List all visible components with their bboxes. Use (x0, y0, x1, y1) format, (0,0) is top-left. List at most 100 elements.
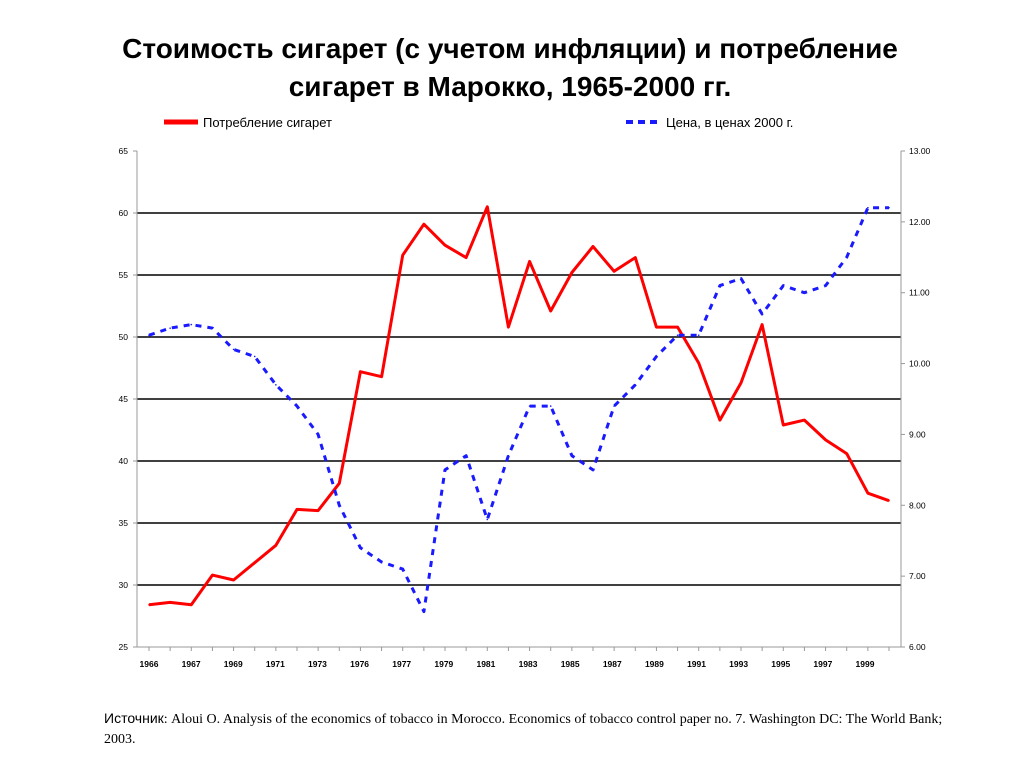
consumption-data-point (867, 492, 869, 495)
price-data-point (359, 547, 362, 549)
price-data-point (190, 323, 193, 326)
consumption-data-point (655, 326, 658, 328)
y-right-tick-label: 11.00 (909, 288, 930, 298)
price-data-point (761, 313, 763, 315)
price-series-line (148, 206, 889, 614)
x-tick-label: 1989 (645, 659, 664, 669)
consumption-data-point (782, 424, 785, 426)
y-right-tick-label: 7.00 (909, 571, 926, 581)
price-data-point (211, 327, 214, 329)
source-text: : Aloui O. Analysis of the economics of … (104, 712, 943, 747)
consumption-data-point (613, 270, 615, 273)
consumption-data-point (634, 256, 637, 259)
consumption-data-point (549, 310, 552, 312)
price-data-point (401, 568, 404, 570)
consumption-data-point (740, 382, 742, 384)
consumption-data-point (296, 508, 298, 511)
price-data-point (423, 610, 425, 613)
price-data-point (824, 284, 827, 287)
y-right-tick-label: 9.00 (909, 429, 926, 439)
consumption-data-point (253, 561, 256, 564)
y-left-tick-label: 25 (119, 642, 129, 652)
x-tick-label: 1969 (224, 659, 243, 669)
legend-label-consumption: Потребление сигарет (203, 115, 332, 130)
price-data-point (655, 355, 658, 358)
source-label: Источник (104, 710, 164, 726)
consumption-data-point (317, 509, 319, 512)
price-data-point (592, 469, 594, 471)
source-citation: Источник: Aloui O. Analysis of the econo… (104, 708, 964, 750)
slide-title-line-1: Стоимость сигарет (с учетом инфляции) и … (122, 33, 898, 64)
consumption-data-point (465, 256, 467, 259)
consumption-data-point (423, 223, 425, 225)
chart-container: 25 30 35 40 45 50 55 60 65 6.00 7.00 8.00 9.00 10.00 1… (100, 106, 960, 686)
x-tick-label: 1966 (140, 659, 159, 669)
consumption-data-point (888, 499, 890, 502)
legend: Потребление сигарет Цена, в ценах 2000 г. (164, 115, 793, 130)
x-tick-label: 1995 (771, 659, 790, 669)
consumption-data-point (380, 375, 383, 378)
consumption-data-point (401, 254, 404, 256)
price-data-point (719, 284, 721, 287)
consumption-data-point (803, 419, 806, 421)
y-right-tick-label: 13.00 (909, 146, 931, 156)
y-left-tick-label: 45 (119, 394, 129, 404)
price-data-point (169, 327, 171, 329)
consumption-data-point (190, 604, 193, 606)
price-data-point (845, 256, 848, 259)
consumption-data-point (275, 544, 277, 547)
consumption-data-point (719, 419, 721, 421)
consumption-data-point (169, 601, 171, 604)
price-data-point (380, 561, 383, 563)
price-data-point (465, 454, 467, 457)
x-tick-label: 1983 (519, 659, 538, 669)
price-data-point (613, 405, 615, 407)
y-left-tick-label: 65 (119, 146, 129, 156)
price-data-point (507, 454, 510, 457)
x-tick-label: 1973 (308, 659, 327, 669)
price-data-point (148, 334, 150, 337)
y-left-tick-label: 55 (119, 270, 129, 280)
consumption-data-point (211, 574, 214, 576)
price-data-point (253, 355, 256, 358)
consumption-data-point (845, 452, 848, 455)
price-data-point (275, 384, 277, 386)
consumption-data-point (697, 362, 700, 364)
x-tick-label: 1976 (350, 659, 369, 669)
legend-label-price: Цена, в ценах 2000 г. (666, 115, 793, 130)
price-data-point (338, 504, 341, 507)
chart-background (100, 106, 943, 684)
y-left-tick-label: 50 (119, 332, 129, 342)
price-data-point (549, 405, 552, 407)
price-data-point (317, 433, 319, 436)
price-data-point (232, 348, 235, 351)
price-data-point (634, 384, 637, 386)
consumption-data-point (761, 323, 763, 326)
y-right-tick-label: 10.00 (909, 359, 931, 369)
x-tick-label: 1999 (856, 659, 875, 669)
x-tick-label: 1981 (476, 659, 495, 669)
consumption-data-point (528, 260, 531, 263)
price-data-point (296, 405, 298, 407)
x-tick-label: 1987 (603, 659, 622, 669)
y-left-tick-label: 35 (119, 518, 129, 528)
x-tick-label: 1977 (392, 659, 411, 669)
consumption-data-point (486, 206, 489, 208)
price-data-point (782, 284, 785, 287)
price-data-point (571, 454, 573, 457)
y-left-tick-label: 40 (119, 456, 129, 466)
consumption-data-point (507, 326, 510, 328)
x-tick-label: 1979 (434, 659, 453, 669)
grid-layer (137, 212, 901, 586)
y-left-tick-label: 30 (119, 580, 129, 590)
price-data-point (676, 334, 679, 337)
consumption-data-point (592, 245, 594, 248)
x-tick-label: 1971 (266, 659, 285, 669)
x-tick-label: 1991 (687, 659, 706, 669)
y-left-tick-label: 60 (119, 208, 129, 218)
y-right-tick-label: 6.00 (909, 642, 926, 652)
consumption-data-point (571, 271, 573, 274)
consumption-data-point (338, 482, 341, 485)
x-tick-label: 1985 (561, 659, 580, 669)
x-tick-label: 1967 (182, 659, 201, 669)
